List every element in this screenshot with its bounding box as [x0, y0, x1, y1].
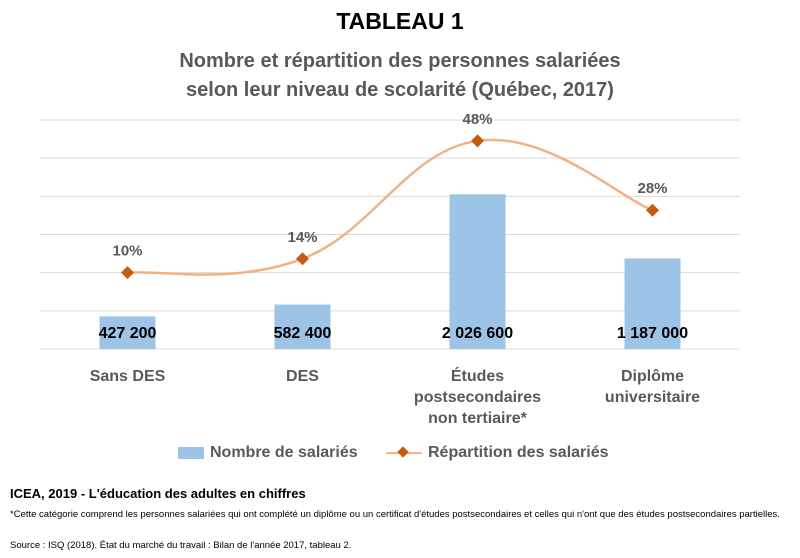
line-value-label: 28%: [637, 180, 667, 197]
legend-label-bar: Nombre de salariés: [210, 444, 358, 461]
chart-plot: 10% 14% 48% 28% 427 200 582 400 2 026 600 1 18…: [40, 111, 740, 350]
chart-subtitle-line-1: Nombre et répartition des personnes sala…: [179, 50, 621, 72]
category-label-line: Diplôme: [620, 368, 685, 385]
chart-subtitle-line-2: selon leur niveau de scolarité (Québec, …: [186, 79, 614, 101]
bar-value-label: 427 200: [99, 325, 157, 342]
footnote: *Cette catégorie comprend les personnes …: [10, 509, 780, 520]
category-label: DES: [213, 366, 393, 387]
bar-value-label: 2 026 600: [442, 325, 513, 342]
legend-item-bar: Nombre de salariés: [178, 444, 358, 462]
bar: [274, 304, 331, 349]
bar: [449, 194, 506, 349]
line-value-label: 14%: [287, 229, 317, 246]
line-value-label: 10%: [112, 243, 142, 260]
bar: [99, 316, 156, 349]
legend-label-line: Répartition des salariés: [428, 444, 609, 461]
category-label: Études postsecondaires non tertiaire*: [388, 366, 568, 429]
bar-value-label: 582 400: [274, 325, 332, 342]
series-line: [127, 138, 653, 276]
legend-swatch-bar: [178, 447, 204, 459]
chart-title: TABLEAU 1: [336, 8, 464, 34]
category-label: Sans DES: [38, 366, 218, 387]
publication-source: ICEA, 2019 - L'éducation des adultes en …: [10, 486, 306, 501]
line-marker: [296, 252, 309, 266]
category-label-line: DES: [286, 368, 319, 385]
legend-swatch-line: [386, 447, 422, 459]
line-value-label: 48%: [462, 111, 492, 128]
line-marker: [646, 203, 659, 217]
category-label-line: universitaire: [604, 389, 701, 406]
category-label: Diplôme universitaire: [563, 366, 743, 408]
category-label-line: non tertiaire*: [428, 410, 527, 427]
line-marker: [121, 266, 134, 280]
data-source: Source : ISQ (2018). État du marché du t…: [10, 540, 352, 551]
legend-item-line: Répartition des salariés: [386, 444, 609, 462]
category-label-line: Sans DES: [89, 368, 166, 385]
line-marker: [471, 134, 484, 148]
chart-legend: Nombre de salariés Répartition des salar…: [0, 444, 800, 466]
category-label-line: postsecondaires: [413, 389, 542, 406]
category-label-line: Études: [450, 368, 505, 385]
bar: [624, 258, 681, 349]
bar-value-label: 1 187 000: [617, 325, 688, 342]
